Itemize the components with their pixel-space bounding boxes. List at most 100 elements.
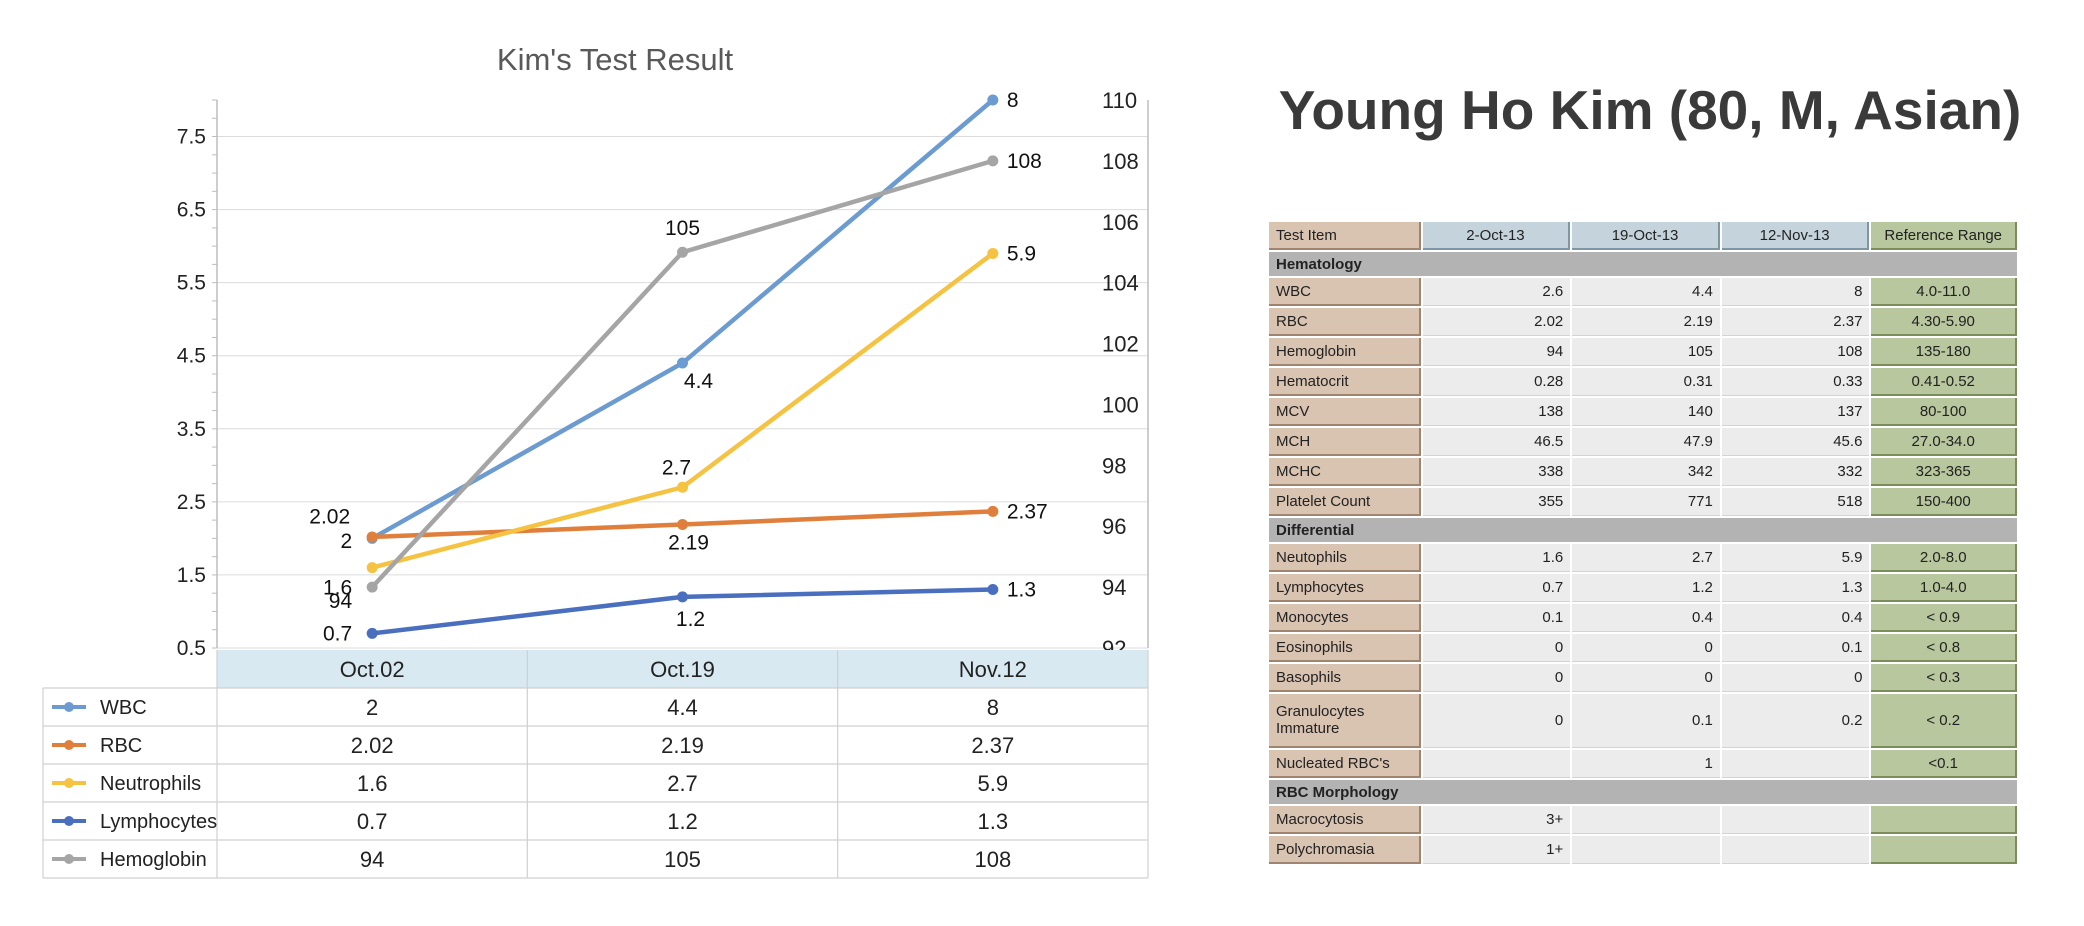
chart-svg: Kim's Test Result 0.5 1.5 2.5 3.5 4.5 5.5 6.5 7.… xyxy=(42,42,1149,879)
data-label: 8 xyxy=(1007,89,1019,112)
data-point xyxy=(677,357,688,369)
data-table-cell: 94 xyxy=(360,847,384,872)
data-label: 2.37 xyxy=(1007,500,1048,523)
value-cell-date-2: 2.7 xyxy=(1572,544,1720,572)
lab-results-table: Test Item 2-Oct-13 19-Oct-13 12-Nov-13 R… xyxy=(1267,220,2019,866)
test-item-cell: Basophils xyxy=(1269,664,1421,692)
legend-series-name: Lymphocytes xyxy=(100,811,217,833)
value-cell-date-2: 0.4 xyxy=(1572,604,1720,632)
value-cell-date-3: 518 xyxy=(1721,488,1870,516)
test-item-cell: Neutophils xyxy=(1269,544,1421,572)
data-table-cell: 2 xyxy=(366,695,378,720)
data-label: 2.19 xyxy=(668,532,709,555)
data-table-cell: 0.7 xyxy=(357,809,388,834)
value-cell-date-1: 94 xyxy=(1422,338,1571,366)
table-row: MCH 46.5 47.9 45.6 27.0-34.0 xyxy=(1269,428,2017,456)
reference-range-cell xyxy=(1871,806,2017,834)
data-table-cell: 105 xyxy=(664,847,701,872)
data-point xyxy=(366,627,378,639)
data-point xyxy=(366,562,378,574)
section-label: RBC Morphology xyxy=(1269,780,2017,804)
value-cell-date-3: 2.37 xyxy=(1721,308,1870,336)
legend-swatch-marker xyxy=(64,816,74,826)
header-date-3: 12-Nov-13 xyxy=(1721,222,1870,250)
value-cell-date-3: 8 xyxy=(1721,278,1870,306)
test-item-cell: Monocytes xyxy=(1269,604,1421,632)
value-cell-date-2: 2.19 xyxy=(1572,308,1720,336)
y-right-tick-label: 100 xyxy=(1102,392,1139,417)
section-label: Differential xyxy=(1269,518,2017,542)
section-row: RBC Morphology xyxy=(1269,780,2017,804)
value-cell-date-3: 108 xyxy=(1721,338,1870,366)
y-right-tick-label: 98 xyxy=(1102,453,1126,478)
value-cell-date-2: 771 xyxy=(1572,488,1720,516)
test-item-cell: MCV xyxy=(1269,398,1421,426)
value-cell-date-3: 5.9 xyxy=(1721,544,1870,572)
section-row: Hematology xyxy=(1269,252,2017,276)
reference-range-cell: 2.0-8.0 xyxy=(1871,544,2017,572)
value-cell-date-2: 47.9 xyxy=(1572,428,1720,456)
value-cell-date-1: 0.7 xyxy=(1422,574,1571,602)
value-cell-date-1: 338 xyxy=(1422,458,1571,486)
value-cell-date-1: 0 xyxy=(1422,634,1571,662)
test-result-chart: Kim's Test Result 0.5 1.5 2.5 3.5 4.5 5.5 6.5 7.… xyxy=(42,42,1149,879)
y-left-tick-label: 2.5 xyxy=(177,491,206,514)
data-point xyxy=(987,505,999,517)
legend-swatch-marker xyxy=(64,778,74,788)
y-left-tick-label: 1.5 xyxy=(177,564,206,587)
data-table-cell: 1.2 xyxy=(667,809,698,834)
table-row: Lymphocytes 0.7 1.2 1.3 1.0-4.0 xyxy=(1269,574,2017,602)
legend-swatch-marker xyxy=(64,702,74,712)
legend-swatch-marker xyxy=(64,854,74,864)
test-item-cell: RBC xyxy=(1269,308,1421,336)
reference-range-cell: 1.0-4.0 xyxy=(1871,574,2017,602)
value-cell-date-2: 0 xyxy=(1572,634,1720,662)
test-item-cell: WBC xyxy=(1269,278,1421,306)
value-cell-date-1: 3+ xyxy=(1422,806,1571,834)
data-point xyxy=(677,591,688,603)
data-label: 105 xyxy=(665,217,700,240)
data-label: 2.7 xyxy=(662,456,691,479)
patient-title: Young Ho Kim (80, M, Asian) xyxy=(1278,79,2022,141)
value-cell-date-3: 137 xyxy=(1721,398,1870,426)
category-label: Nov.12 xyxy=(959,657,1027,682)
data-table-cell: 8 xyxy=(987,695,999,720)
data-label: 1.6 xyxy=(323,577,352,600)
value-cell-date-1: 2.6 xyxy=(1422,278,1571,306)
table-row: RBC 2.02 2.19 2.37 4.30-5.90 xyxy=(1269,308,2017,336)
reference-range-cell: 80-100 xyxy=(1871,398,2017,426)
reference-range-cell: 323-365 xyxy=(1871,458,2017,486)
value-cell-date-3: 0.1 xyxy=(1721,634,1870,662)
y-right-tick-label: 106 xyxy=(1102,210,1139,235)
value-cell-date-3: 45.6 xyxy=(1721,428,1870,456)
reference-range-cell: 27.0-34.0 xyxy=(1871,428,2017,456)
legend-series-name: Neutrophils xyxy=(100,773,201,795)
value-cell-date-3: 332 xyxy=(1721,458,1870,486)
data-label: 2 xyxy=(340,530,352,553)
legend-swatch-marker xyxy=(64,740,74,750)
value-cell-date-1: 2.02 xyxy=(1422,308,1571,336)
legend-series-name: RBC xyxy=(100,735,142,757)
data-label: 0.7 xyxy=(323,622,352,645)
data-point xyxy=(987,94,999,106)
data-point xyxy=(677,481,688,493)
data-table-cell: 5.9 xyxy=(978,771,1009,796)
y-left-tick-label: 3.5 xyxy=(177,418,206,441)
table-row: Hemoglobin 94 105 108 135-180 xyxy=(1269,338,2017,366)
value-cell-date-3 xyxy=(1721,836,1870,864)
category-header-band xyxy=(217,650,1148,688)
data-table-cell: 4.4 xyxy=(667,695,698,720)
table-row: Eosinophils 0 0 0.1 < 0.8 xyxy=(1269,634,2017,662)
data-table-cell: 2.7 xyxy=(667,771,698,796)
header-reference-range: Reference Range xyxy=(1871,222,2017,250)
header-test-item: Test Item xyxy=(1269,222,1421,250)
chart-title: Kim's Test Result xyxy=(497,42,734,77)
data-point xyxy=(677,246,688,258)
data-label: 5.9 xyxy=(1007,242,1036,265)
value-cell-date-2 xyxy=(1572,836,1720,864)
table-row: Hematocrit 0.28 0.31 0.33 0.41-0.52 xyxy=(1269,368,2017,396)
test-item-cell: Polychromasia xyxy=(1269,836,1421,864)
data-label: 108 xyxy=(1007,150,1042,173)
y-right-tick-label: 94 xyxy=(1102,575,1126,600)
value-cell-date-2: 140 xyxy=(1572,398,1720,426)
